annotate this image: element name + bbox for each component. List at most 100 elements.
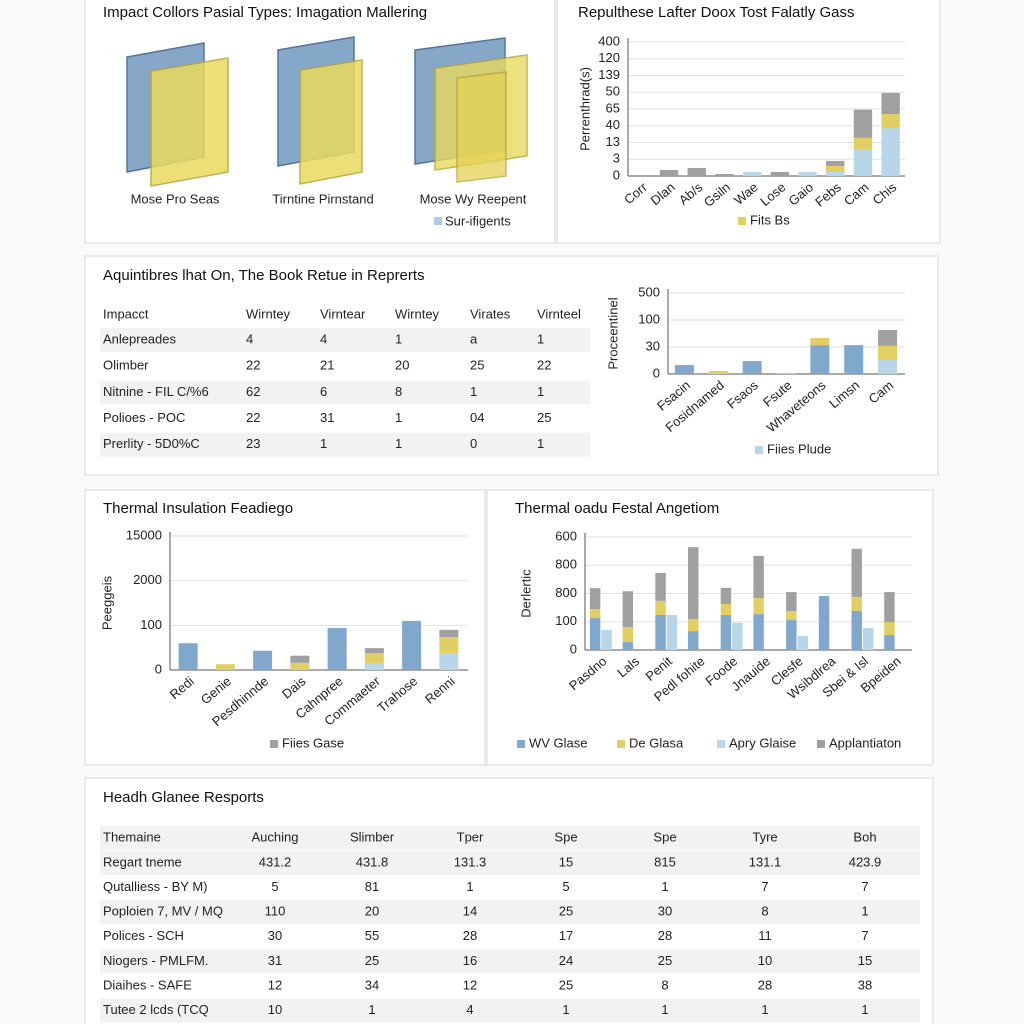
table-title: Headh Glanee Resports <box>103 789 264 806</box>
table-cell: 5 <box>562 879 569 894</box>
y-tick-label: 0 <box>155 661 162 676</box>
bar-segment <box>878 329 898 346</box>
bar-segment <box>786 620 797 650</box>
table-header: Themaine <box>103 829 161 844</box>
table-header: Slimber <box>350 829 395 844</box>
table-header: Auching <box>252 829 299 844</box>
legend-label: Sur-ifigents <box>445 213 511 228</box>
bar-segment <box>776 372 796 374</box>
diagram-title: Impact Collors Pasial Types: Imagation M… <box>103 4 427 21</box>
table-cell: 1 <box>661 1002 668 1017</box>
table-cell: 1 <box>562 1002 569 1017</box>
table-cell: 25 <box>365 953 379 968</box>
bar-segment <box>720 614 732 650</box>
table-cell: Regart tneme <box>103 854 182 869</box>
bar-segment <box>439 629 459 637</box>
bar-segment <box>364 648 384 654</box>
table-cell: 8 <box>395 384 402 399</box>
table-cell: 25 <box>658 953 672 968</box>
table-cell: 12 <box>268 977 282 992</box>
bar-segment <box>753 614 764 650</box>
y-axis-label: Perrenthrad(s) <box>577 67 592 151</box>
y-tick-label: 139 <box>598 67 620 82</box>
table-cell: 4 <box>466 1002 473 1017</box>
bar-segment <box>797 635 808 650</box>
pane-diagram <box>126 36 528 187</box>
bar-segment <box>178 643 198 670</box>
table-cell: 15 <box>559 854 573 869</box>
bar-segment <box>810 338 830 346</box>
bar-segment <box>253 650 273 670</box>
table-cell: 131.1 <box>749 854 782 869</box>
bar-segment <box>826 171 845 176</box>
row-shade <box>100 851 920 875</box>
legend-swatch <box>617 740 625 748</box>
bar-segment <box>851 611 862 650</box>
table-header: Virates <box>470 306 511 321</box>
y-tick-label: 65 <box>606 100 620 115</box>
card <box>556 0 941 244</box>
pane <box>299 59 363 185</box>
table-cell: 25 <box>537 410 551 425</box>
bar-segment <box>826 165 845 172</box>
table-header: Wirntey <box>246 306 291 321</box>
bar-segment <box>853 109 873 138</box>
table-cell: 8 <box>661 977 668 992</box>
bar-segment <box>622 627 634 643</box>
bar-segment <box>601 629 612 650</box>
table-cell: 1 <box>368 1002 375 1017</box>
table-title: Aquintibres lhat On, The Book Retue in R… <box>103 267 425 284</box>
bar-segment <box>439 653 459 670</box>
bar-segment <box>881 92 900 115</box>
bar-segment <box>798 171 817 176</box>
table-header: Virntear <box>320 306 366 321</box>
table-cell: 4 <box>320 331 327 346</box>
table-cell: 31 <box>320 410 334 425</box>
table-cell: 16 <box>463 953 477 968</box>
table-cell: 1 <box>537 384 544 399</box>
bar-segment <box>884 622 895 636</box>
bar-segment <box>851 596 862 612</box>
bar-segment <box>655 614 666 650</box>
table-cell: 55 <box>365 928 379 943</box>
table-cell: 24 <box>559 953 573 968</box>
diagram-label: Mose Pro Seas <box>131 191 220 206</box>
table-cell: 62 <box>246 384 260 399</box>
y-axis-label: Proceentinel <box>605 297 620 369</box>
table-cell: 17 <box>559 928 573 943</box>
table-cell: 5 <box>271 879 278 894</box>
y-tick-label: 30 <box>646 338 660 353</box>
table-cell: 31 <box>268 953 282 968</box>
bar-segment <box>688 619 699 632</box>
table-cell: 04 <box>470 410 484 425</box>
bar-segment <box>688 631 699 650</box>
bar-segment <box>402 620 422 670</box>
y-tick-label: 13 <box>606 134 620 149</box>
bar-segment <box>853 149 873 176</box>
bar-segment <box>666 614 678 650</box>
bar-segment <box>844 345 864 374</box>
table-cell: 1 <box>466 879 473 894</box>
row-shade <box>100 432 590 457</box>
bar-segment <box>290 655 310 663</box>
bar-segment <box>589 618 601 650</box>
table-cell: 81 <box>365 879 379 894</box>
y-tick-label: 800 <box>555 557 577 572</box>
table-cell: Olimber <box>103 358 149 373</box>
bar-segment <box>853 137 873 150</box>
card <box>486 489 934 766</box>
bar-segment <box>655 600 666 615</box>
y-tick-label: 400 <box>598 33 620 48</box>
table-cell: Niogers - PMLFM. <box>103 953 208 968</box>
legend-swatch <box>817 740 825 748</box>
y-axis-label: Peeggeis <box>99 575 114 630</box>
table-cell: 15 <box>858 953 872 968</box>
table-cell: 12 <box>463 977 477 992</box>
y-tick-label: 500 <box>638 284 660 299</box>
table-cell: 1 <box>470 384 477 399</box>
table-cell: 1 <box>320 436 327 451</box>
legend-label: Applantiaton <box>829 735 901 750</box>
table-cell: 1 <box>661 879 668 894</box>
table-cell: 0 <box>470 436 477 451</box>
table-cell: 30 <box>268 928 282 943</box>
